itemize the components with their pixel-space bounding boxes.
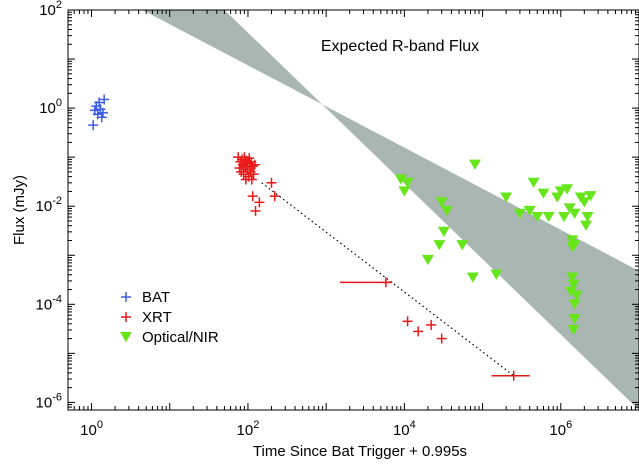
optical-nir-point	[567, 279, 580, 290]
optical-nir-point	[568, 240, 581, 251]
fit-line-layer	[261, 182, 515, 377]
legend-label-bat: BAT	[142, 289, 170, 306]
optical-nir-point	[433, 240, 446, 251]
bat-point	[88, 120, 99, 131]
bat-point	[94, 97, 105, 108]
xrt-point	[269, 191, 280, 202]
legend: BAT XRT Optical/NIR	[120, 289, 219, 346]
xrt-point	[426, 319, 437, 330]
x-tick-label: 104	[393, 419, 416, 439]
optical-nir-point	[568, 208, 581, 219]
tick-labels: 100 102 104 106 102 100 10-2 10-4 10-6	[36, 0, 573, 439]
optical-nir-point	[456, 240, 469, 251]
optical-nir-point	[531, 211, 544, 223]
legend-marker-bat	[121, 292, 131, 302]
y-tick-label: 100	[39, 97, 62, 117]
plot-border	[67, 9, 639, 411]
optical-nir-point	[435, 197, 448, 208]
optical-nir-point	[578, 197, 591, 208]
optical-nir-series	[394, 159, 597, 336]
legend-label-optical-nir: Optical/NIR	[142, 329, 219, 346]
plot-frame	[67, 9, 639, 411]
bat-series	[88, 94, 110, 131]
xrt-point	[237, 154, 248, 165]
optical-nir-point	[421, 254, 434, 266]
optical-nir-point	[398, 186, 411, 197]
optical-nir-point	[563, 203, 576, 214]
optical-nir-point	[490, 269, 503, 280]
optical-nir-point	[568, 299, 581, 310]
optical-nir-point	[542, 211, 555, 223]
optical-nir-point	[568, 313, 581, 325]
optical-nir-point	[437, 226, 450, 237]
xrt-point	[249, 159, 260, 170]
xrt-point	[247, 191, 258, 202]
optical-nir-point	[581, 211, 594, 223]
xrt-point	[413, 326, 424, 337]
legend-marker-xrt	[121, 312, 131, 322]
bat-point	[96, 112, 107, 123]
x-tick-label: 106	[549, 419, 572, 439]
optical-nir-point	[566, 272, 579, 283]
optical-nir-point	[567, 324, 580, 336]
xrt-point	[248, 169, 259, 180]
optical-nir-point	[469, 159, 482, 170]
optical-nir-point	[570, 290, 583, 301]
optical-nir-point	[466, 272, 479, 283]
annotation-text: Expected R-band Flux	[321, 38, 479, 55]
x-axis-label: Time Since Bat Trigger + 0.995s	[253, 443, 467, 460]
xrt-point	[380, 277, 391, 288]
xrt-point	[246, 174, 257, 185]
y-axis-label: Flux (mJy)	[11, 175, 28, 245]
optical-nir-point	[560, 184, 573, 195]
optical-nir-point	[579, 220, 592, 231]
x-tick-label: 100	[80, 419, 103, 439]
bat-point	[97, 107, 108, 118]
xrt-point	[266, 177, 277, 188]
xrt-point	[436, 333, 447, 344]
optical-nir-point	[537, 188, 550, 199]
optical-nir-point	[513, 208, 526, 219]
xrt-point	[254, 197, 265, 208]
optical-nir-point	[440, 205, 453, 217]
legend-marker-optical-nir	[120, 331, 132, 343]
xrt-point	[250, 205, 261, 216]
x-tick-label: 102	[237, 419, 260, 439]
bat-point	[99, 94, 110, 105]
optical-nir-point	[401, 177, 414, 188]
fit-line	[261, 182, 515, 377]
optical-nir-point	[523, 205, 536, 217]
optical-nir-point	[500, 192, 513, 203]
optical-nir-point	[564, 286, 577, 297]
legend-label-xrt: XRT	[142, 309, 172, 326]
xrt-series	[233, 152, 530, 381]
y-tick-label: 10-6	[36, 391, 62, 411]
xrt-point	[402, 316, 413, 327]
optical-nir-point	[394, 174, 407, 185]
optical-nir-point	[558, 211, 571, 223]
y-tick-label: 102	[39, 0, 62, 19]
xrt-point	[508, 370, 519, 381]
xrt-point	[247, 161, 258, 172]
optical-nir-point	[527, 177, 540, 188]
optical-nir-point	[584, 191, 597, 202]
y-tick-label: 10-4	[36, 293, 62, 313]
series-layer	[88, 94, 597, 381]
xrt-point	[236, 166, 247, 177]
y-tick-label: 10-2	[36, 195, 62, 215]
